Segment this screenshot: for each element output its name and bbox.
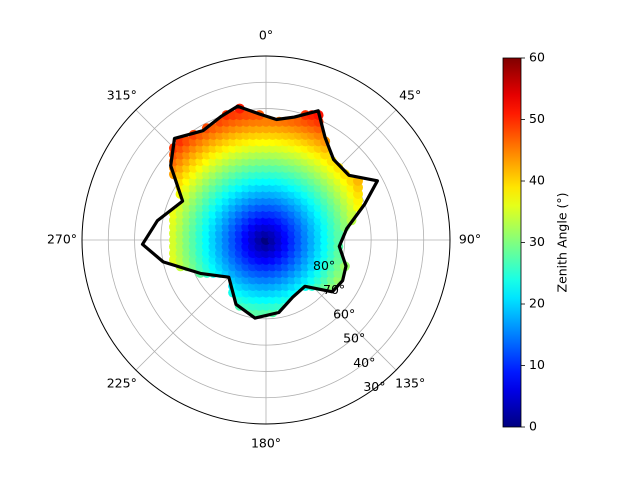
radial-tick-label: 50° xyxy=(343,331,365,346)
angle-tick-label: 90° xyxy=(459,232,481,247)
angle-tick-label: 135° xyxy=(395,376,425,391)
colorbar-tick-label: 20 xyxy=(529,296,545,311)
colorbar-tick-label: 10 xyxy=(529,357,545,372)
colorbar-ticks: 0 10 20 30 40 50 60 xyxy=(521,50,545,434)
radial-tick-label: 30° xyxy=(363,379,385,394)
colorbar-tick-label: 50 xyxy=(529,111,545,126)
angle-tick-label: 180° xyxy=(251,436,281,451)
colorbar-gradient xyxy=(502,57,522,428)
colorbar-tick-label: 30 xyxy=(529,234,545,249)
colorbar-tick-label: 40 xyxy=(529,173,545,188)
radial-tick-label: 40° xyxy=(353,355,375,370)
angle-tick-label: 0° xyxy=(259,28,273,43)
polar-axes: 0° 45° 90° 135° 180° 225° 270° 315° 30° 40° 50° 60… xyxy=(47,28,481,451)
colorbar-tick-label: 0 xyxy=(529,419,537,434)
angle-tick-label: 45° xyxy=(399,87,421,102)
angle-tick-labels: 0° 45° 90° 135° 180° 225° 270° 315° xyxy=(47,28,481,451)
colorbar-tick-label: 60 xyxy=(529,50,545,65)
colorbar-label: Zenith Angle (°) xyxy=(555,193,570,293)
colorbar: 0 10 20 30 40 50 60 Zenith Angle (°) xyxy=(502,50,570,434)
angle-tick-label: 315° xyxy=(107,87,137,102)
fov-boundary-line xyxy=(140,104,379,320)
angle-tick-label: 225° xyxy=(107,376,137,391)
radial-tick-labels: 30° 40° 50° 60° 70° 80° xyxy=(313,258,385,394)
radial-tick-label: 70° xyxy=(323,282,345,297)
polar-frame xyxy=(81,55,451,425)
scatter-points xyxy=(169,103,363,318)
radial-tick-label: 80° xyxy=(313,258,335,273)
radial-tick-label: 60° xyxy=(333,306,355,321)
angle-tick-label: 270° xyxy=(47,232,77,247)
